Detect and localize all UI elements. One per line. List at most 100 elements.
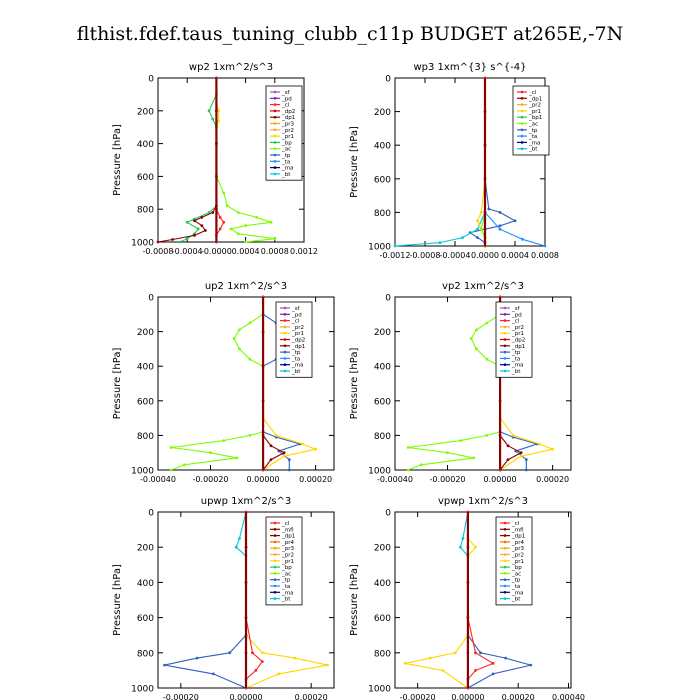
data-point <box>200 224 204 228</box>
data-point <box>229 227 233 231</box>
data-point <box>551 447 554 451</box>
legend-marker <box>273 572 277 575</box>
data-point <box>209 451 212 455</box>
legend-label: _dp1 <box>511 534 525 540</box>
legend-marker <box>520 103 524 106</box>
data-point <box>287 458 291 461</box>
legend-label: _mfl <box>281 527 294 533</box>
y-tick-label: 800 <box>137 649 154 659</box>
legend-label: _bp <box>281 565 292 571</box>
y-tick-label: 1000 <box>131 685 154 695</box>
legend-marker <box>520 141 524 144</box>
legend-label: _pr4 <box>281 540 295 546</box>
legend-label: _bp <box>511 565 522 571</box>
legend-label: _ma <box>511 590 523 596</box>
legend-label: _ma <box>281 590 293 596</box>
legend-marker <box>283 344 287 348</box>
panel-5: upwp 1xm^2/s^3 Pressure [hPa] 0 200 400 600 80… <box>112 496 335 700</box>
data-point <box>255 216 258 219</box>
data-point <box>185 220 189 224</box>
y-tick-label: 600 <box>137 173 154 183</box>
y-tick-label: 200 <box>137 328 154 338</box>
x-tick-label: 0.0012 <box>290 247 318 256</box>
panel-title: vpwp 1xm^2/s^3 <box>438 496 528 507</box>
data-point <box>419 463 423 467</box>
plot-frame <box>157 296 335 471</box>
legend-label: _bp <box>281 140 292 146</box>
legend-marker <box>283 350 287 354</box>
y-tick-label: 800 <box>374 649 391 659</box>
legend-marker <box>520 115 524 119</box>
legend-marker <box>503 591 507 594</box>
legend-label: _cl <box>511 319 520 325</box>
legend-marker <box>273 115 277 119</box>
legend-marker <box>503 306 507 310</box>
data-point <box>506 444 510 448</box>
legend-label: _bp1 <box>528 115 542 121</box>
data-point <box>521 237 524 241</box>
legend-label: _pr1 <box>511 331 524 337</box>
x-tick-label: -0.00040 <box>377 475 413 484</box>
x-tick-label: -0.0008 <box>410 251 441 260</box>
legend-label: _pr2 <box>291 325 304 331</box>
legend-label: _ta <box>281 584 290 590</box>
y-axis-label: Pressure [hPa] <box>112 124 123 196</box>
legend-marker <box>503 559 507 563</box>
y-tick-label: 600 <box>137 397 154 407</box>
legend-label: _pr2 <box>511 325 524 331</box>
legend-marker <box>503 313 507 316</box>
legend-marker <box>273 122 277 125</box>
data-point <box>171 238 175 241</box>
plot-frame <box>157 77 305 243</box>
legend-label: _bt <box>511 597 521 603</box>
y-tick-label: 800 <box>374 432 391 442</box>
y-tick-label: 200 <box>137 107 154 117</box>
legend-marker <box>273 540 277 544</box>
data-point <box>479 227 483 231</box>
data-point <box>238 328 241 332</box>
legend-marker <box>283 369 287 373</box>
y-tick-label: 400 <box>374 579 391 589</box>
y-tick-label: 200 <box>137 544 154 554</box>
legend-marker <box>273 565 277 569</box>
legend-marker <box>273 166 277 169</box>
data-point <box>238 347 241 351</box>
data-point <box>479 211 483 214</box>
data-point <box>211 211 215 214</box>
y-tick-label: 800 <box>137 206 154 216</box>
legend-marker <box>273 103 277 106</box>
data-point <box>244 224 248 228</box>
legend-marker <box>503 319 507 322</box>
data-point <box>212 672 215 676</box>
data-point <box>459 439 463 442</box>
y-tick-label: 0 <box>385 509 391 519</box>
legend-label: _ac <box>511 571 521 577</box>
legend-marker <box>503 546 507 550</box>
x-tick-label: -0.0008 <box>143 247 174 256</box>
legend-label: _pr2 <box>281 553 294 559</box>
x-tick-label: 0.00000 <box>229 693 262 700</box>
data-point <box>260 660 264 663</box>
legend-label: _pd <box>511 312 522 318</box>
data-point <box>232 337 236 340</box>
y-tick-label: 600 <box>374 614 391 624</box>
legend-marker <box>503 540 507 544</box>
data-point <box>251 651 254 655</box>
legend-label: _pd <box>281 96 292 102</box>
y-tick-label: 1000 <box>368 685 391 695</box>
x-tick-label: 0.00020 <box>502 693 535 700</box>
panel-2: wp3 1xm^{3} s^{-4} Pressure [hPa] 0 200 400 6… <box>349 62 559 260</box>
x-tick-label: 0.00040 <box>552 693 585 700</box>
data-point <box>269 458 273 461</box>
data-point <box>326 663 329 667</box>
y-axis-label: Pressure [hPa] <box>349 348 360 420</box>
legend-label: _ac <box>281 571 291 577</box>
panel-title: vp2 1xm^2/s^3 <box>442 281 524 292</box>
legend-marker <box>273 128 277 132</box>
legend-marker <box>273 578 277 581</box>
x-tick-label: 0.00020 <box>299 475 332 484</box>
legend-label: _pr4 <box>511 540 525 546</box>
data-point <box>524 468 528 472</box>
data-point <box>498 224 502 228</box>
legend-marker <box>283 357 287 360</box>
